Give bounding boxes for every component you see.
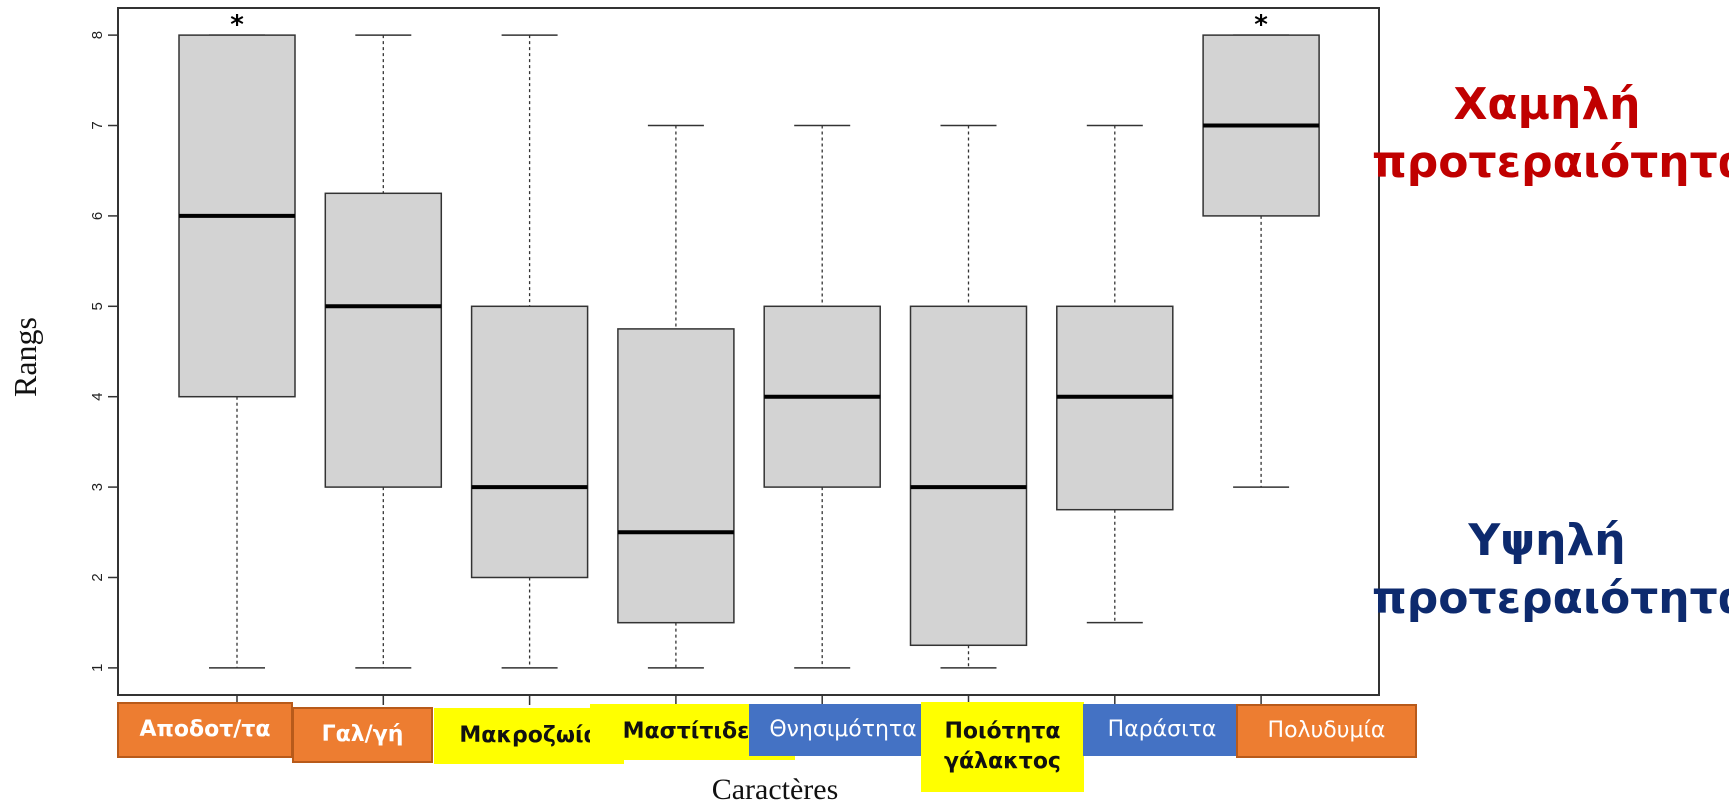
category-label-7: Παράσιτα xyxy=(1083,704,1241,756)
y-axis-label: Rangs xyxy=(7,317,43,397)
high-priority-label: Υψηλή προτεραιότητα xyxy=(1372,515,1729,624)
box-3 xyxy=(470,305,589,579)
plot-frame xyxy=(117,7,1380,696)
category-label-6: Ποιότητα γάλακτος xyxy=(921,702,1084,792)
category-label-2: Γαλ/γή xyxy=(292,707,433,763)
box-6 xyxy=(909,305,1028,647)
y-tick-label-6: 6 xyxy=(89,212,106,220)
category-label-1: Αποδοτ/τα xyxy=(117,702,293,758)
y-tick-label-8: 8 xyxy=(89,31,106,39)
category-label-8: Πολυδυμία xyxy=(1236,704,1417,758)
box-2 xyxy=(324,192,443,488)
y-tick-label-7: 7 xyxy=(89,121,106,129)
outlier-marker-8: * xyxy=(1254,10,1268,40)
y-tick-label-5: 5 xyxy=(89,302,106,310)
y-tick-label-1: 1 xyxy=(89,664,106,672)
box-4 xyxy=(617,328,735,624)
box-7 xyxy=(1056,305,1174,511)
x-axis-label: Caractères xyxy=(712,773,839,804)
y-tick-label-3: 3 xyxy=(89,483,106,491)
y-tick-label-4: 4 xyxy=(89,393,106,401)
category-label-5: Θνησιμότητα xyxy=(749,704,937,756)
y-tick-label-2: 2 xyxy=(89,573,106,581)
low-priority-label: Χαμηλή προτεραιότητα xyxy=(1372,79,1729,188)
outlier-marker-1: * xyxy=(230,10,244,40)
